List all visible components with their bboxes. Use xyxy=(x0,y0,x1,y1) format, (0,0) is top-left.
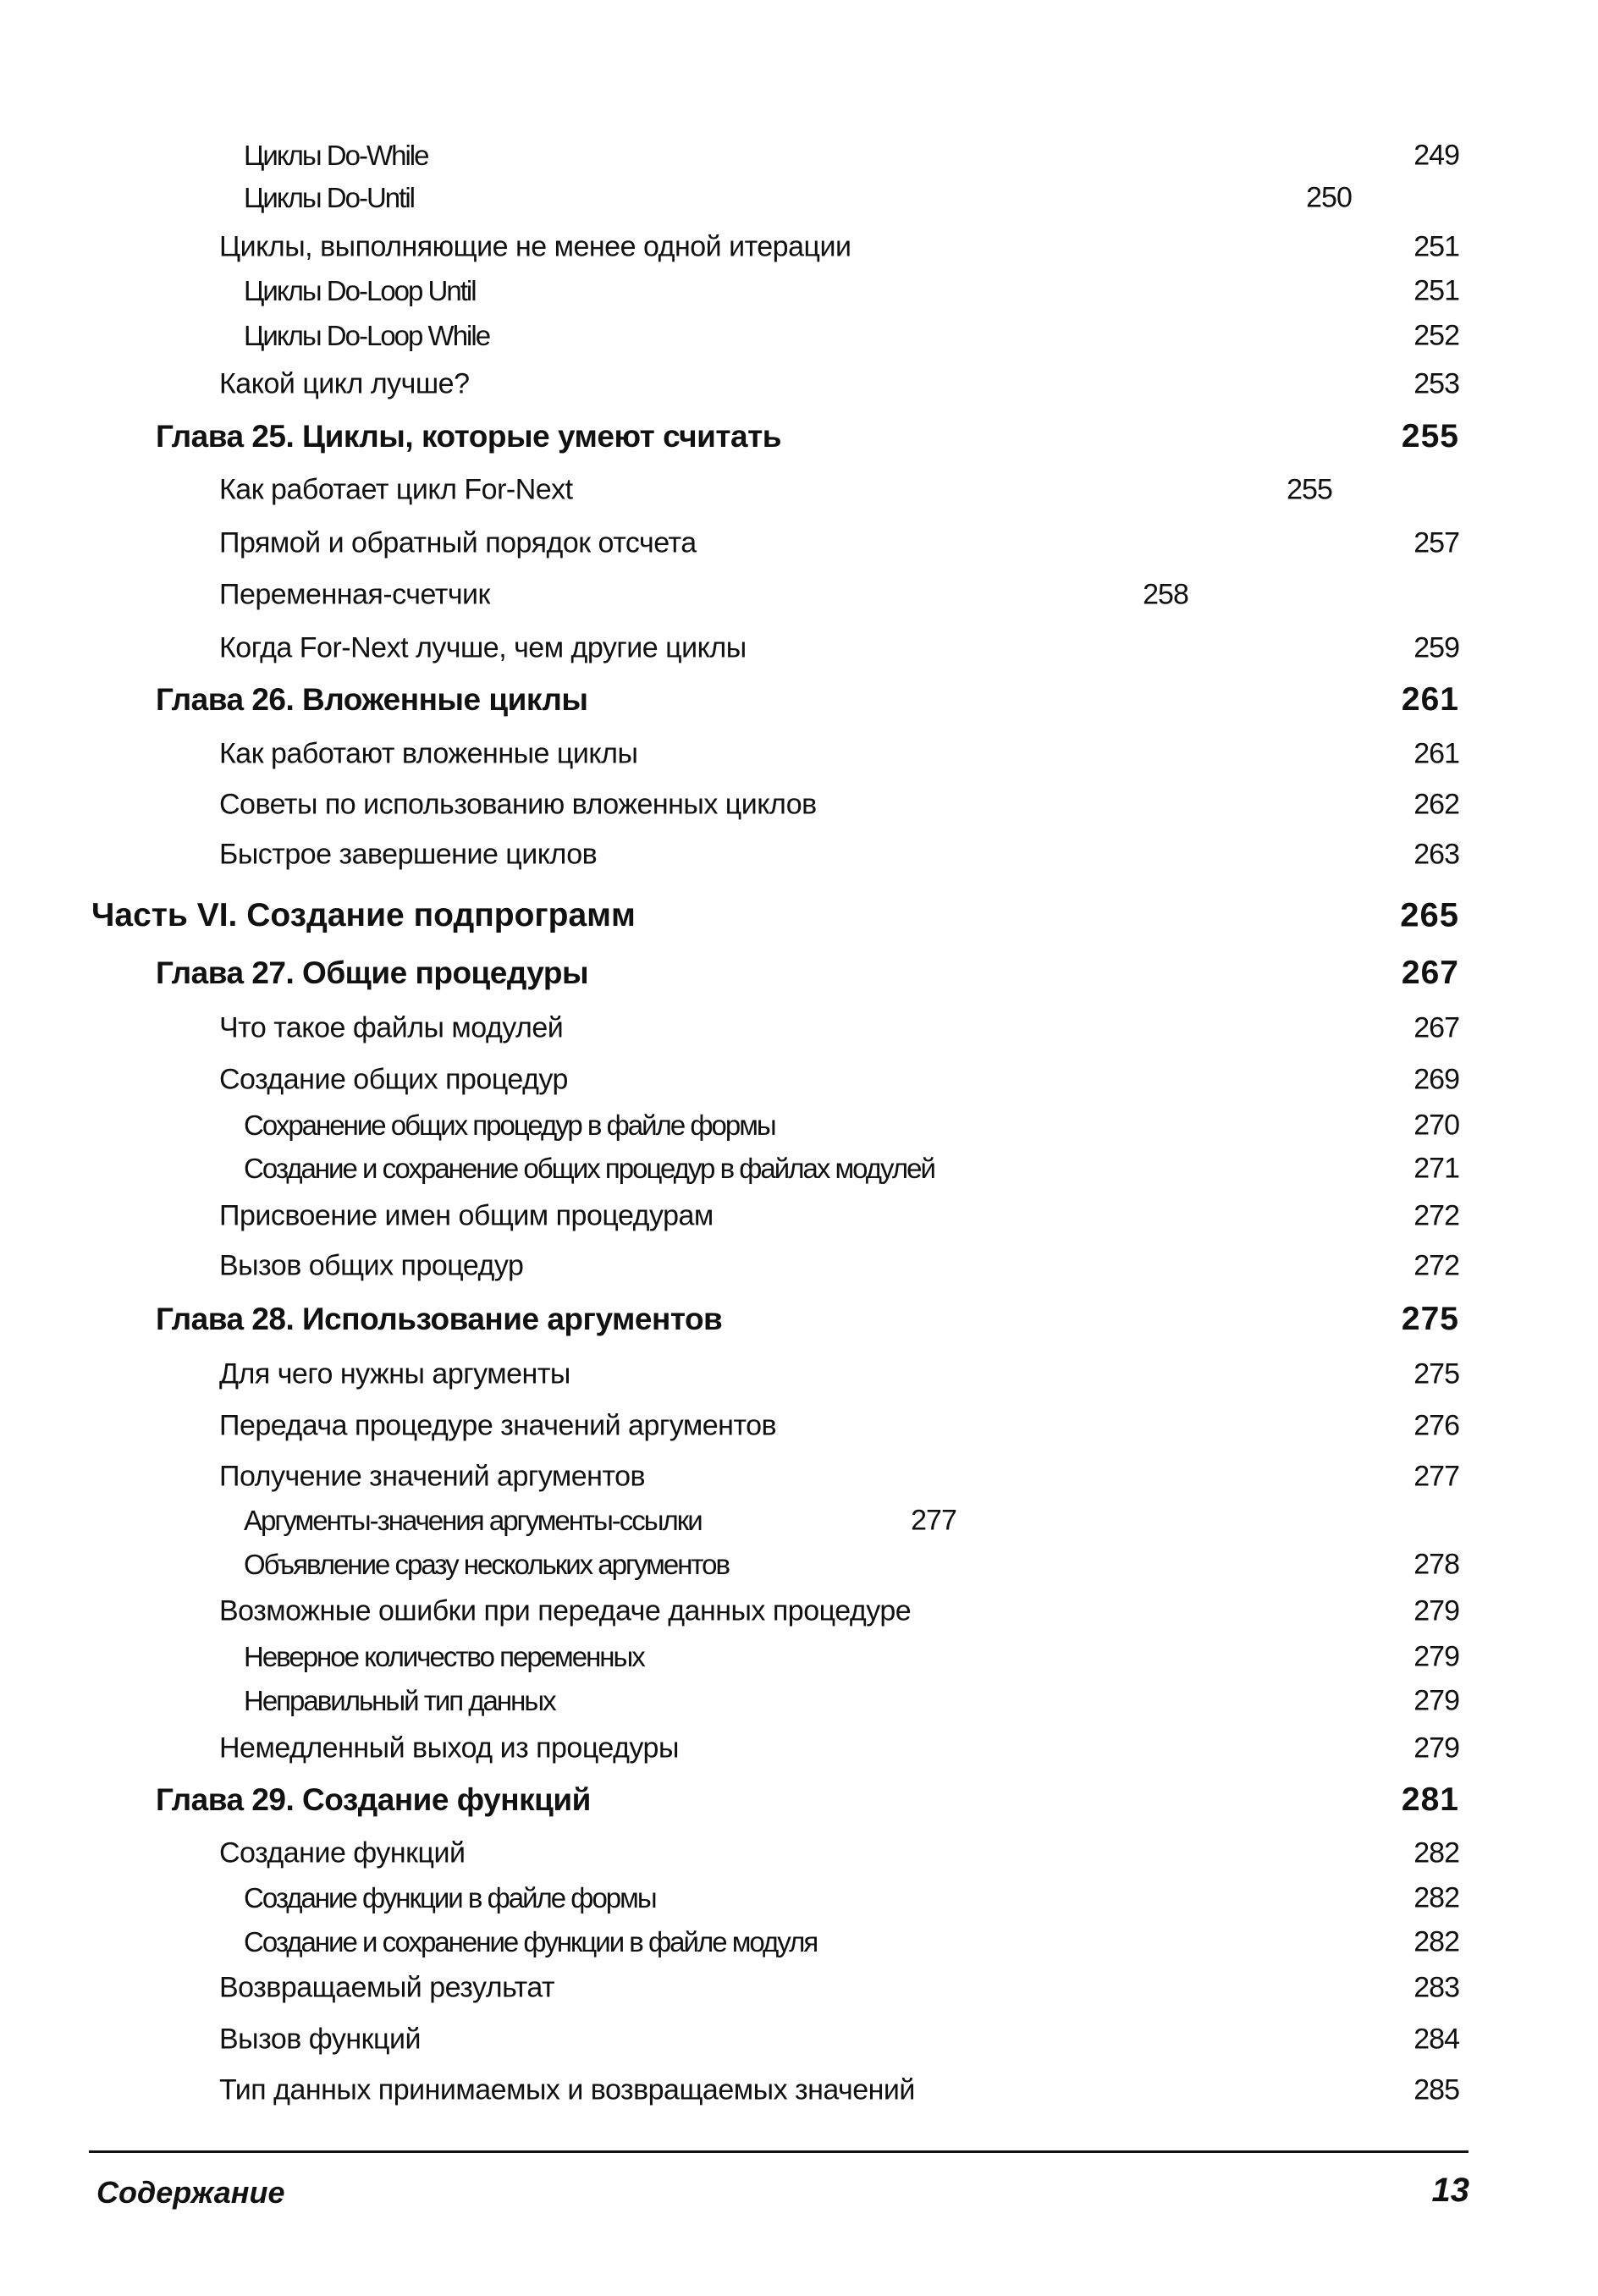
toc-entry-page: 284 xyxy=(1413,2023,1460,2056)
footer-page-number: 13 xyxy=(1431,2172,1470,2209)
toc-entry-page: 251 xyxy=(1413,274,1460,307)
toc-entry-title: Присвоение имен общим процедурам xyxy=(219,1199,714,1232)
toc-entry-title: Создание функции в файле формы xyxy=(244,1882,658,1913)
toc-entry-title: Объявление сразу нескольких аргументов xyxy=(244,1549,730,1580)
toc-entry-title: Возвращаемый результат xyxy=(219,1971,555,2004)
toc-entry-title: Как работают вложенные циклы xyxy=(219,737,638,770)
toc-entry-page: 279 xyxy=(1413,1732,1460,1765)
toc-entry-page: 255 xyxy=(1287,473,1333,506)
toc-entry-page: 253 xyxy=(1413,367,1460,400)
toc-entry-title: Создание функций xyxy=(219,1836,466,1869)
toc-entry-title: Циклы Do-Until xyxy=(244,182,416,213)
toc-entry-page: 249 xyxy=(1413,139,1460,172)
toc-entry-page: 276 xyxy=(1413,1409,1460,1442)
toc-entry-title: Глава 26. Вложенные циклы xyxy=(156,682,588,717)
toc-entry-title: Глава 29. Создание функций xyxy=(156,1782,591,1817)
toc-entry-title: Передача процедуре значений аргументов xyxy=(219,1409,777,1442)
toc-entry-page: 255 xyxy=(1401,418,1459,454)
footer-section-title: Содержание xyxy=(96,2175,285,2210)
toc-entry-title: Тип данных принимаемых и возвращаемых зн… xyxy=(219,2073,915,2106)
toc-entry-title: Советы по использованию вложенных циклов xyxy=(219,788,817,821)
toc-entry-page: 262 xyxy=(1413,788,1460,821)
toc-entry-title: Немедленный выход из процедуры xyxy=(219,1732,679,1765)
toc-entry-page: 281 xyxy=(1401,1781,1459,1818)
toc-entry-page: 282 xyxy=(1413,1881,1460,1914)
toc-entry-title: Глава 28. Использование аргументов xyxy=(156,1302,723,1336)
toc-entry-title: Сохранение общих процедур в файле формы xyxy=(244,1109,777,1141)
toc-entry-title: Возможные ошибки при передаче данных про… xyxy=(219,1594,912,1627)
toc-entry-title: Аргументы-значения аргументы-ссылки xyxy=(244,1505,703,1536)
toc-entry-title: Что такое файлы модулей xyxy=(219,1011,564,1044)
toc-entry-page: 270 xyxy=(1413,1109,1460,1142)
toc-entry-title: Циклы Do-Loop While xyxy=(244,320,491,351)
footer-divider xyxy=(89,2150,1469,2153)
toc-entry-page: 259 xyxy=(1413,631,1460,664)
toc-entry-title: Циклы, выполняющие не менее одной итерац… xyxy=(219,230,851,263)
toc-entry-title: Получение значений аргументов xyxy=(219,1460,646,1493)
toc-entry-title: Создание и сохранение функции в файле мо… xyxy=(244,1926,818,1957)
toc-entry-title: Вызов общих процедур xyxy=(219,1249,524,1282)
toc-entry-title: Создание общих процедур xyxy=(219,1063,568,1096)
toc-entry-page: 271 xyxy=(1413,1152,1460,1185)
toc-entry-page: 272 xyxy=(1413,1199,1460,1232)
toc-entry-title: Циклы Do-Loop Until xyxy=(244,275,477,306)
toc-entry-page: 282 xyxy=(1413,1836,1460,1869)
toc-entry-title: Неверное количество переменных xyxy=(244,1641,646,1672)
toc-entry-title: Вызов функций xyxy=(219,2023,421,2056)
toc-entry-title: Для чего нужны аргументы xyxy=(219,1357,570,1390)
toc-entry-page: 261 xyxy=(1401,681,1459,718)
toc-entry-title: Часть VI. Создание подпрограмм xyxy=(91,897,636,933)
toc-entry-page: 261 xyxy=(1413,737,1460,770)
toc-entry-page: 278 xyxy=(1413,1548,1460,1581)
toc-entry-page: 283 xyxy=(1413,1971,1460,2004)
toc-entry-page: 279 xyxy=(1413,1594,1460,1627)
toc-entry-page: 251 xyxy=(1413,230,1460,263)
toc-entry-page: 275 xyxy=(1401,1301,1459,1337)
toc-entry-title: Как работает цикл For-Next xyxy=(219,473,573,506)
toc-entry-page: 267 xyxy=(1401,955,1459,991)
toc-entry-page: 250 xyxy=(1306,181,1353,214)
toc-entry-page: 272 xyxy=(1413,1249,1460,1282)
toc-entry-title: Прямой и обратный порядок отсчета xyxy=(219,526,697,559)
toc-entry-page: 285 xyxy=(1413,2073,1460,2106)
toc-entry-page: 279 xyxy=(1413,1684,1460,1717)
toc-entry-page: 257 xyxy=(1413,526,1460,559)
toc-entry-page: 267 xyxy=(1413,1011,1460,1044)
toc-entry-title: Быстрое завершение циклов xyxy=(219,838,598,871)
toc-entry-page: 258 xyxy=(1143,578,1189,611)
toc-entry-page: 279 xyxy=(1413,1640,1460,1673)
toc-entry-title: Глава 25. Циклы, которые умеют считать xyxy=(156,419,781,454)
toc-entry-page: 263 xyxy=(1413,838,1460,871)
toc-entry-page: 265 xyxy=(1400,896,1459,934)
toc-entry-title: Глава 27. Общие процедуры xyxy=(156,955,589,990)
toc-entry-title: Циклы Do-While xyxy=(244,140,429,171)
toc-entry-page: 269 xyxy=(1413,1063,1460,1096)
toc-entry-page: 277 xyxy=(911,1504,957,1537)
toc-entry-title: Когда For-Next лучше, чем другие циклы xyxy=(219,631,747,664)
toc-entry-title: Какой цикл лучше? xyxy=(219,367,470,400)
toc-entry-page: 282 xyxy=(1413,1925,1460,1958)
toc-entry-page: 252 xyxy=(1413,319,1460,352)
toc-entry-page: 277 xyxy=(1413,1460,1460,1493)
toc-entry-title: Переменная-счетчик xyxy=(219,578,490,611)
toc-entry-title: Создание и сохранение общих процедур в ф… xyxy=(244,1153,936,1184)
toc-entry-title: Неправильный тип данных xyxy=(244,1685,557,1716)
toc-entry-page: 275 xyxy=(1413,1357,1460,1390)
